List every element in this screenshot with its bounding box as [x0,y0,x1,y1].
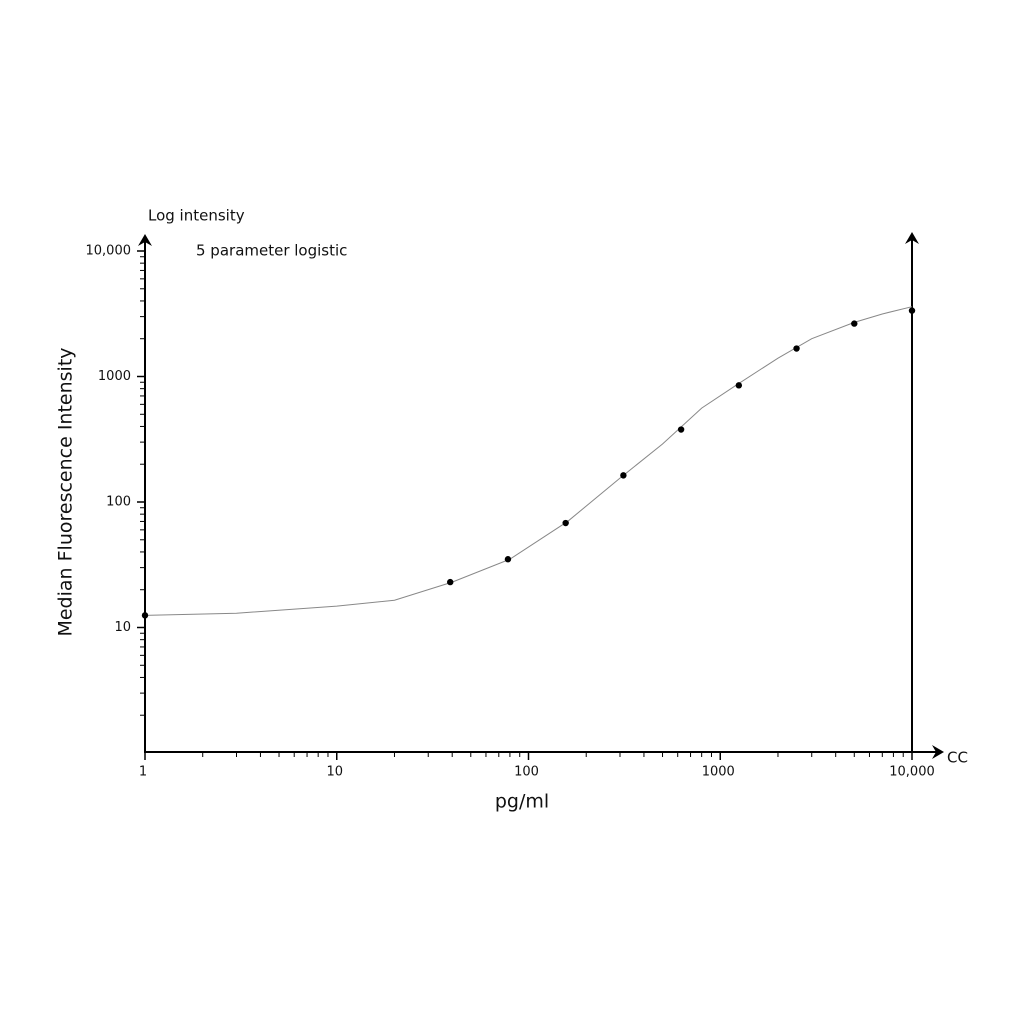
y-tick-label: 100 [106,495,131,510]
data-point [851,320,858,327]
fit-curve [144,306,913,616]
y-tick-label: 10 [114,620,131,635]
y-axis-label: Median Fluorescence Intensity [55,347,77,636]
y-axis-title: Log intensity [148,207,245,225]
x-tick-label: 100 [514,765,539,780]
y-tick-label: 1000 [98,369,131,384]
x-tick-label: 10,000 [889,765,935,780]
data-point [562,519,569,527]
data-point [504,556,512,563]
data-point [908,307,916,314]
x-axis-end-label: CC [947,749,968,767]
x-tick-label: 10 [326,765,343,780]
x-axis-label: pg/ml [495,791,549,813]
x-tick-label: 1 [139,765,147,780]
data-point [735,382,743,389]
annotation: 5 parameter logistic [196,242,347,260]
data-point [141,612,149,619]
data-point [677,426,685,433]
data-point [793,345,800,352]
y-tick-label: 10,000 [86,244,132,259]
data-point [620,472,627,479]
data-point [447,578,454,586]
x-tick-label: 1000 [702,765,735,780]
